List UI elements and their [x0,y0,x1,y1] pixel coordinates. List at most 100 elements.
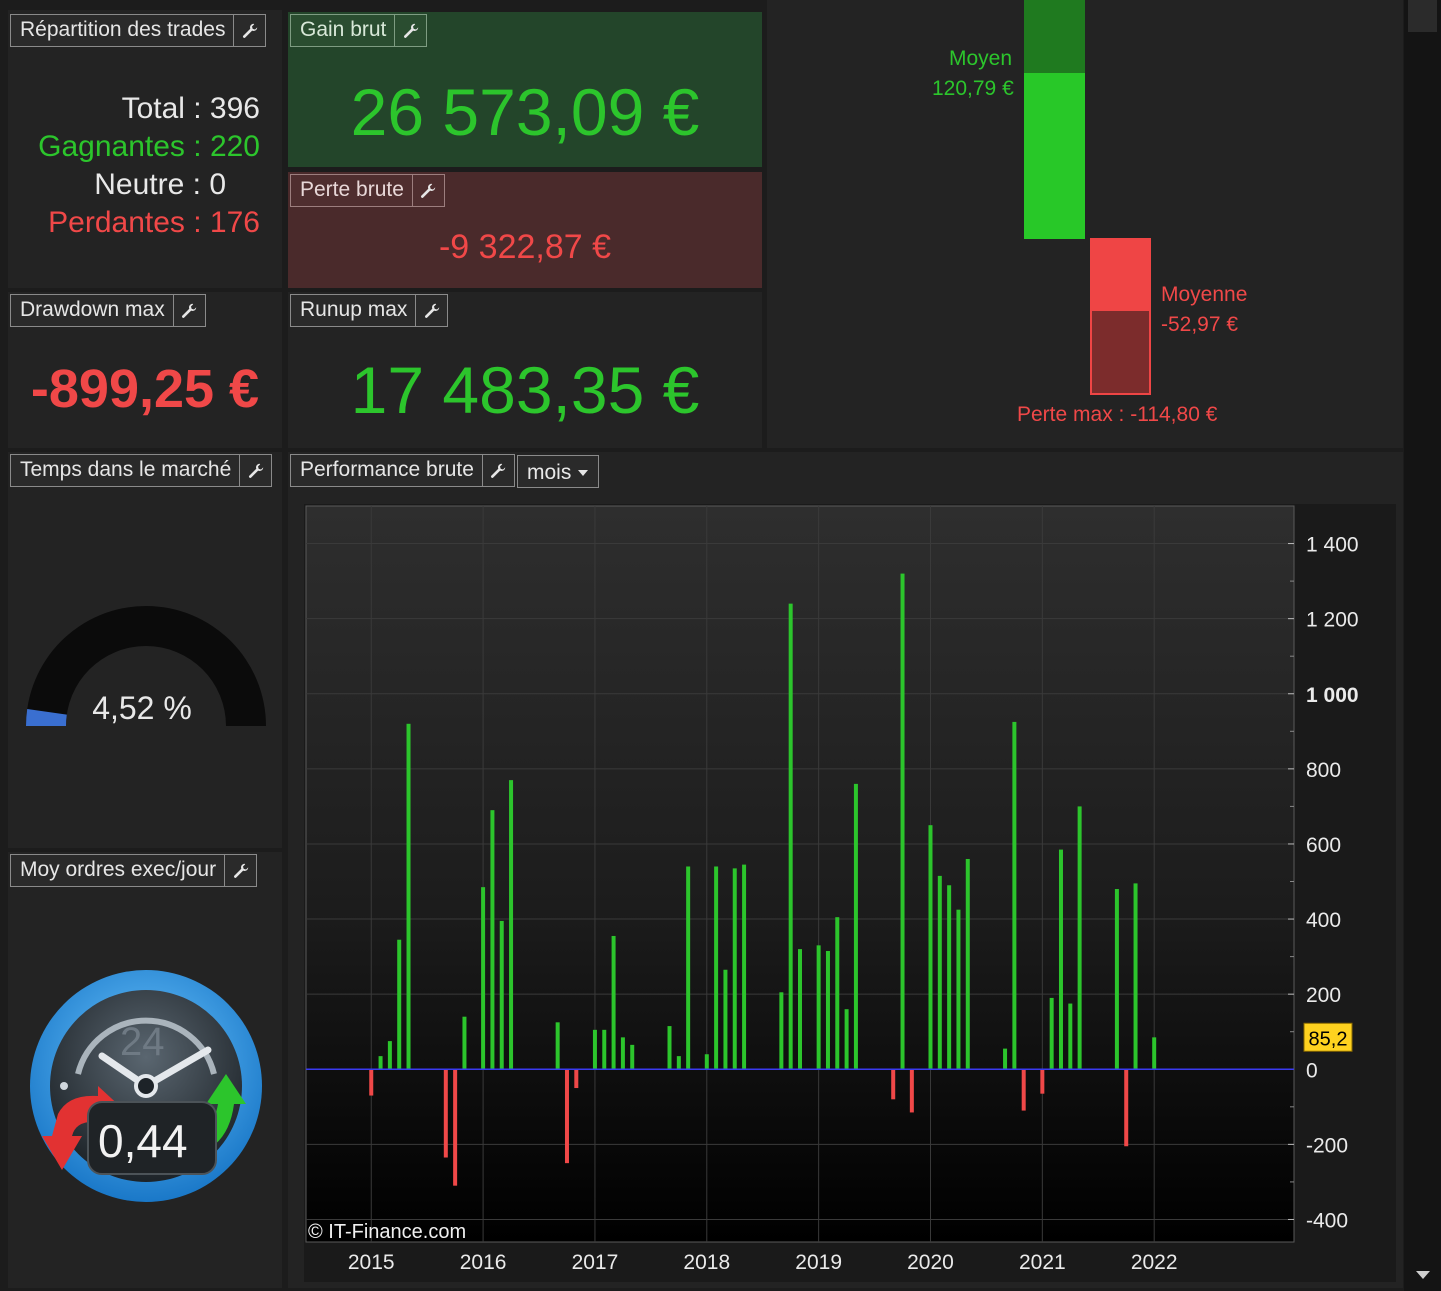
bar-2016-04 [509,780,514,1070]
bar-2017-03 [611,935,616,1070]
bar-2019-11 [909,1069,914,1113]
period-dropdown[interactable]: mois [517,455,599,488]
wrench-icon[interactable] [411,175,444,206]
right-scrollbar[interactable] [1404,0,1441,1291]
bar-2019-02 [825,950,830,1070]
bar-2015-03 [387,1041,392,1070]
runup-title: Runup max [300,298,408,321]
runup-title-bar: Runup max [290,294,449,327]
wrench-icon[interactable] [224,855,256,886]
x-tick-label: 2017 [572,1251,619,1274]
performance-panel: Performance brute mois 2015 2016 2017 2018 2… [288,452,1403,1288]
bar-2020-04 [956,909,961,1070]
gain-brut-panel: Gain brut 26 573,09 € [288,12,762,167]
bar-2020-10 [1012,721,1017,1070]
bar-2019-09 [891,1069,896,1100]
plot-area [305,505,1295,1243]
drawdown-panel: Drawdown max -899,25 € [8,292,282,448]
avg-loss-value: -52,97 € [1161,313,1239,336]
bar-2015-09 [443,1069,448,1158]
bar-2021-02 [1049,997,1054,1070]
bar-2019-03 [835,917,840,1070]
bar-2017-04 [620,1037,625,1070]
bar-2018-03 [723,969,728,1070]
perte-brute-title: Perte brute [300,178,404,201]
bar-2019-10 [900,573,905,1070]
bar-2019-01 [816,945,821,1070]
watermark: © IT-Finance.com [308,1221,466,1243]
avg-loss-label: Moyenne [1161,283,1248,306]
max-loss-bar [1090,311,1151,395]
perte-brute-panel: Perte brute -9 322,87 € [288,172,762,288]
avg-loss-bar [1090,238,1151,311]
perte-brute-value: -9 322,87 € [438,228,612,266]
gain-brut-title-bar: Gain brut [290,14,428,47]
period-value: mois [527,461,572,484]
bar-2020-09 [1003,1048,1008,1070]
bar-2016-02 [490,810,495,1070]
wrench-icon[interactable] [172,295,205,326]
moy-ordres-panel: Moy ordres exec/jour 24 0,44 [8,852,282,1288]
orders-per-day-value: 0,44 [98,1115,188,1167]
wrench-icon[interactable] [239,455,271,486]
bar-2017-05 [630,1044,635,1070]
y-tick-label: 400 [1306,909,1341,932]
performance-title: Performance brute [300,458,474,481]
temps-marche-panel: Temps dans le marché 4,52 % [8,452,282,848]
bar-2018-10 [788,603,793,1070]
chevron-down-icon [578,470,588,476]
bar-2016-01 [481,887,486,1070]
bar-2017-09 [667,1026,672,1070]
repartition-title-bar: Répartition des trades [10,14,267,47]
bar-2020-05 [965,858,970,1070]
moy-ordres-title: Moy ordres exec/jour [20,858,217,881]
bar-2015-02 [378,1056,383,1070]
bar-2016-03 [499,920,504,1070]
clock-hours-label: 24 [120,1020,165,1064]
bar-2016-09 [555,1022,560,1070]
average-trade-panel: Moyen 120,79 € Moyenne -52,97 € Perte ma… [767,0,1403,448]
wrench-icon[interactable] [394,15,426,46]
bar-2017-01 [592,1029,597,1070]
y-tick-label: 600 [1306,834,1341,857]
bar-2018-11 [798,949,802,1070]
bar-2018-01 [704,1054,709,1070]
bar-2020-11 [1021,1069,1026,1111]
gain-brut-value: 26 573,09 € [350,75,700,149]
runup-value: 17 483,35 € [350,353,700,427]
wrench-icon[interactable] [233,15,265,46]
bar-2015-05 [406,723,411,1070]
gauge-fill [26,709,67,726]
drawdown-title: Drawdown max [20,298,165,321]
x-tick-label: 2018 [683,1251,730,1274]
bar-2018-09 [779,992,784,1070]
bar-2021-09 [1114,889,1119,1070]
bar-2015-11 [462,1016,467,1070]
winning-trades: Gagnantes : 220 [38,130,260,163]
y-tick-label: 200 [1306,984,1341,1007]
drawdown-title-bar: Drawdown max [10,294,206,327]
bar-2015-10 [453,1069,458,1186]
temps-title-bar: Temps dans le marché [10,454,273,487]
y-tick-label: 1 200 [1306,609,1359,632]
wrench-icon[interactable] [415,295,447,326]
repartition-title: Répartition des trades [20,18,226,41]
bar-2015-01 [369,1069,374,1096]
bar-2021-01 [1040,1069,1045,1094]
scroll-down-arrow-icon[interactable] [1416,1271,1430,1279]
scrollbar-thumb[interactable] [1408,0,1437,32]
moy-ordres-title-bar: Moy ordres exec/jour [10,854,258,887]
x-tick-label: 2021 [1019,1251,1066,1274]
bar-2021-04 [1068,1003,1073,1070]
x-tick-label: 2015 [348,1251,395,1274]
runup-panel: Runup max 17 483,35 € [288,292,762,448]
avg-win-bar [1024,73,1085,239]
bar-2017-02 [602,1029,607,1070]
x-tick-label: 2020 [907,1251,954,1274]
wrench-icon[interactable] [481,455,514,486]
bar-2021-10 [1124,1069,1129,1147]
performance-chart: 2015 2016 2017 2018 2019 2020 2021 2022 1 400 1 2… [304,504,1396,1282]
bar-2022-01 [1152,1037,1157,1070]
bar-2017-10 [676,1056,681,1070]
perte-brute-title-bar: Perte brute [290,174,445,207]
